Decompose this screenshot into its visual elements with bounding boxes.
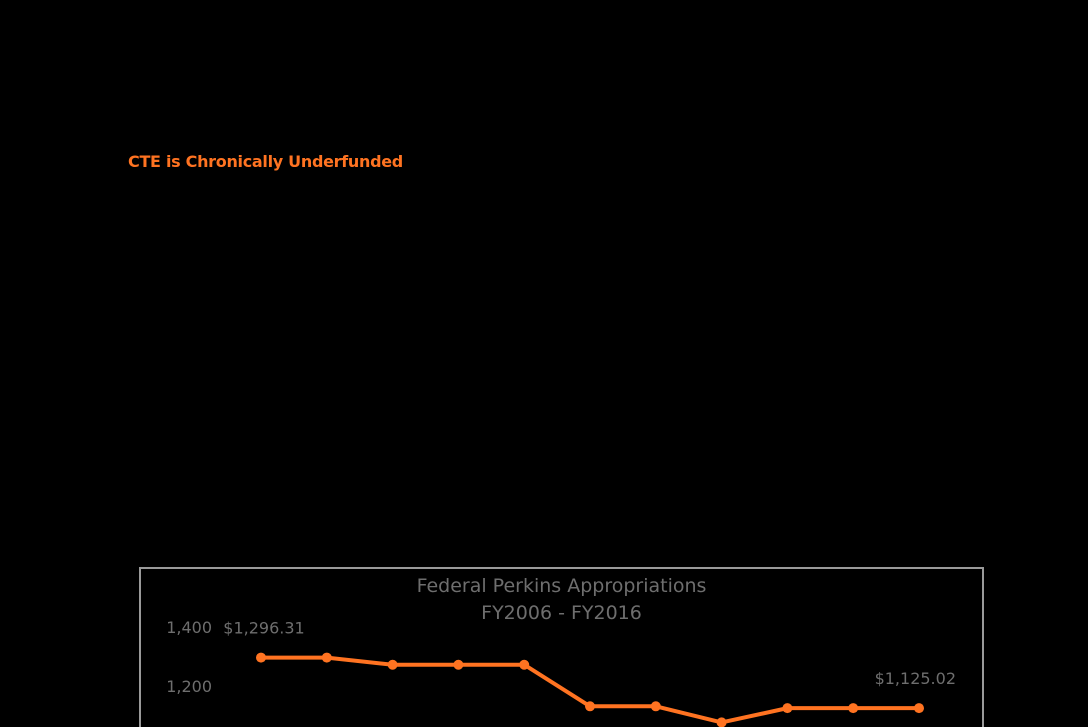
section-heading: CTE is Chronically Underfunded (128, 152, 403, 171)
chart-frame: Federal Perkins Appropriations FY2006 - … (139, 567, 984, 727)
data-point (519, 659, 530, 670)
series-line (261, 655, 919, 725)
chart-subtitle: FY2006 - FY2016 (481, 602, 642, 624)
series-group (256, 652, 924, 727)
data-point (914, 703, 924, 714)
data-point (848, 703, 859, 714)
data-point (453, 659, 464, 670)
y-tick-label: 1,200 (166, 677, 212, 696)
data-point (387, 659, 398, 670)
data-point (585, 701, 595, 712)
data-label: $1,125.02 (875, 669, 956, 688)
y-tick-label: 1,400 (166, 618, 212, 637)
data-point (782, 703, 793, 714)
data-labels: $1,296.31 $1,125.02 (223, 619, 956, 689)
data-point (716, 717, 727, 727)
data-label: $1,296.31 (223, 619, 304, 638)
data-point (256, 652, 266, 663)
data-point (321, 652, 332, 663)
chart-title: Federal Perkins Appropriations (416, 575, 707, 597)
data-point (650, 701, 661, 712)
y-axis-ticks: 1,400 1,200 (166, 618, 212, 696)
